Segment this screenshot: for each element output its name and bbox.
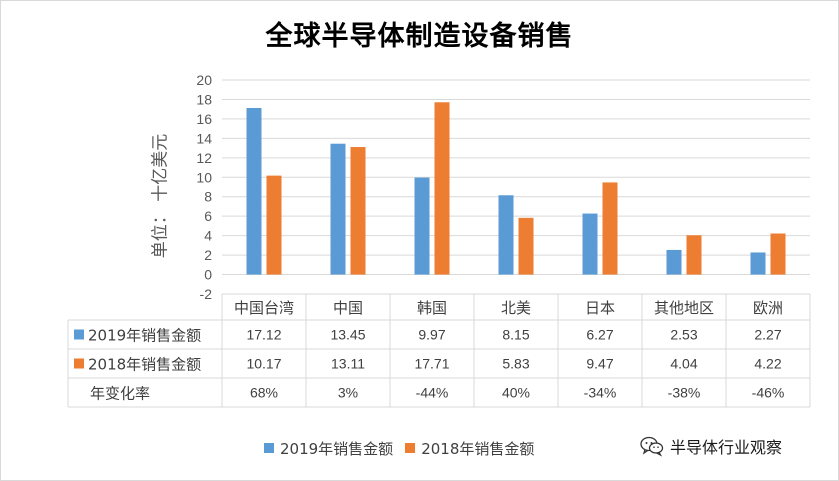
table-cell: 8.15 (502, 327, 529, 343)
table-cell: 9.97 (418, 327, 445, 343)
bar-2018 (686, 235, 702, 275)
table-cell: 2.27 (754, 327, 781, 343)
y-tick-label: 4 (204, 228, 212, 244)
category-label: 其他地区 (654, 299, 714, 317)
bar-2019 (498, 195, 514, 275)
row-swatch (74, 329, 84, 340)
legend-item-2018: 2018年销售金额 (405, 438, 534, 459)
table-cell: 17.12 (246, 327, 281, 343)
category-label: 欧洲 (753, 299, 783, 317)
table-cell: 68% (250, 385, 278, 401)
category-label: 中国 (333, 299, 363, 317)
table-cell: 10.17 (246, 356, 281, 372)
y-tick-label: 20 (196, 72, 212, 88)
table-cell: 5.83 (502, 356, 529, 372)
table-cell: -34% (584, 385, 617, 401)
table-cell: 2.53 (670, 327, 697, 343)
bar-2019 (414, 177, 430, 275)
row-swatch (74, 358, 84, 369)
legend-label-2019: 2019年销售金额 (280, 439, 394, 458)
table-cell: 13.11 (331, 356, 365, 372)
legend-label-2018: 2018年销售金额 (421, 439, 535, 458)
table-cell: 3% (338, 385, 358, 401)
table-cell: -46% (752, 385, 785, 401)
bar-2018 (434, 102, 450, 275)
row-label: 年变化率 (90, 385, 150, 403)
y-tick-label: 2 (204, 247, 212, 263)
chart-title: 全球半导体制造设备销售 (265, 21, 574, 52)
table-cell: 40% (502, 385, 530, 401)
watermark: 半导体行业观察 (640, 433, 782, 459)
y-tick-label: 8 (204, 189, 212, 205)
table-cell: -44% (416, 385, 449, 401)
bar-2018 (518, 217, 534, 275)
watermark-text: 半导体行业观察 (670, 438, 783, 457)
bar-2018 (266, 175, 282, 275)
bar-2019 (246, 108, 262, 275)
y-tick-label: 0 (204, 267, 212, 283)
table-cell: 9.47 (586, 356, 613, 372)
bar-2018 (770, 233, 786, 275)
legend: 2019年销售金额 2018年销售金额 (264, 437, 546, 459)
category-label: 日本 (585, 299, 615, 317)
y-tick-label: 14 (196, 130, 212, 146)
bar-2019 (330, 143, 346, 275)
bar-2018 (350, 147, 366, 275)
table-cell: 13.45 (330, 327, 365, 343)
legend-swatch-2018 (405, 443, 416, 453)
table-cell: 4.04 (670, 356, 697, 372)
table-cell: 4.22 (754, 356, 781, 372)
table-cell: -38% (668, 385, 701, 401)
table-cell: 17.71 (414, 356, 449, 372)
bar-2019 (666, 249, 682, 275)
row-label: 2019年销售金额 (88, 327, 201, 345)
y-tick-label: 18 (196, 91, 212, 107)
bar-2019 (750, 252, 766, 275)
y-tick-label: 12 (196, 150, 212, 166)
category-label: 韩国 (417, 299, 447, 317)
y-tick-label: -2 (200, 286, 213, 302)
category-label: 北美 (501, 299, 531, 317)
legend-item-2019: 2019年销售金额 (264, 438, 393, 459)
legend-swatch-2019 (264, 443, 274, 453)
wechat-icon (640, 436, 664, 457)
y-tick-label: 10 (196, 169, 212, 185)
table-cell: 6.27 (586, 327, 613, 343)
category-label: 中国台湾 (234, 299, 294, 317)
row-label: 2018年销售金额 (88, 356, 201, 374)
bar-2019 (582, 213, 598, 275)
y-tick-label: 6 (204, 208, 212, 224)
y-tick-label: 16 (196, 111, 212, 127)
bar-2018 (602, 182, 618, 275)
